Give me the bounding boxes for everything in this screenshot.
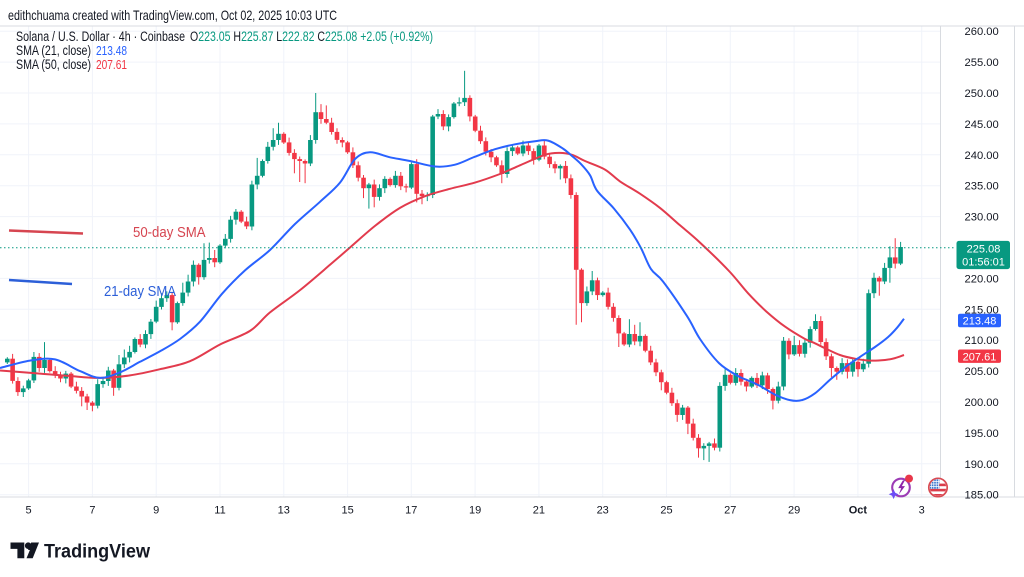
svg-text:5: 5	[26, 505, 32, 517]
svg-text:230.00: 230.00	[965, 212, 999, 224]
svg-text:210.00: 210.00	[965, 335, 999, 347]
svg-text:21: 21	[533, 505, 545, 517]
svg-text:edithchuama created with Tradi: edithchuama created with TradingView.com…	[8, 7, 337, 23]
svg-text:215.00: 215.00	[965, 304, 999, 316]
svg-text:13: 13	[278, 505, 290, 517]
svg-text:213.48: 213.48	[96, 43, 127, 58]
svg-text:O223.05 H225.87 L222.82 C225.0: O223.05 H225.87 L222.82 C225.08 +2.05 (+…	[190, 29, 433, 44]
svg-text:17: 17	[405, 505, 417, 517]
svg-text:240.00: 240.00	[965, 150, 999, 162]
svg-text:27: 27	[724, 505, 736, 517]
svg-text:255.00: 255.00	[965, 57, 999, 69]
svg-text:50-day SMA: 50-day SMA	[133, 225, 206, 241]
svg-text:207.61: 207.61	[96, 57, 127, 72]
svg-text:SMA (50, close): SMA (50, close)	[16, 57, 91, 72]
svg-text:Solana / U.S. Dollar · 4h · Co: Solana / U.S. Dollar · 4h · Coinbase	[16, 29, 185, 44]
svg-text:195.00: 195.00	[965, 428, 999, 440]
svg-text:235.00: 235.00	[965, 181, 999, 193]
svg-text:15: 15	[341, 505, 353, 517]
svg-text:225.08: 225.08	[967, 244, 1001, 256]
svg-text:23: 23	[597, 505, 609, 517]
svg-text:25: 25	[660, 505, 672, 517]
svg-text:19: 19	[469, 505, 481, 517]
svg-text:3: 3	[919, 505, 925, 517]
svg-text:SMA (21, close): SMA (21, close)	[16, 43, 91, 58]
svg-text:21-day SMA: 21-day SMA	[104, 284, 176, 300]
svg-text:01:56:01: 01:56:01	[962, 257, 1005, 269]
svg-text:260.00: 260.00	[965, 26, 999, 38]
svg-text:207.61: 207.61	[963, 351, 997, 363]
svg-text:185.00: 185.00	[965, 490, 999, 502]
svg-text:190.00: 190.00	[965, 459, 999, 471]
svg-text:200.00: 200.00	[965, 397, 999, 409]
svg-text:7: 7	[89, 505, 95, 517]
svg-text:Oct: Oct	[849, 505, 868, 517]
svg-text:29: 29	[788, 505, 800, 517]
svg-text:220.00: 220.00	[965, 273, 999, 285]
svg-text:TradingView: TradingView	[44, 542, 150, 563]
svg-text:213.48: 213.48	[963, 316, 997, 328]
svg-text:11: 11	[214, 505, 225, 517]
svg-text:9: 9	[153, 505, 159, 517]
svg-text:245.00: 245.00	[965, 119, 999, 131]
svg-text:205.00: 205.00	[965, 366, 999, 378]
svg-text:250.00: 250.00	[965, 88, 999, 100]
